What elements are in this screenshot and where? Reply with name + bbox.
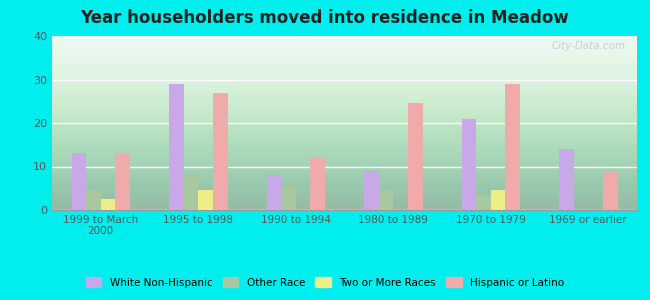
Bar (603, 171, 618, 210)
Legend: White Non-Hispanic, Other Race, Two or More Races, Hispanic or Latino: White Non-Hispanic, Other Race, Two or M… (81, 273, 569, 292)
Bar (311, 158, 325, 210)
Bar (281, 186, 296, 210)
Bar (198, 190, 213, 210)
Bar (476, 195, 491, 210)
Bar (116, 154, 130, 210)
Bar (491, 190, 506, 210)
Text: City-Data.com: City-Data.com (551, 41, 625, 51)
Bar (72, 154, 86, 210)
Bar (101, 199, 116, 210)
Bar (462, 119, 476, 210)
Bar (183, 175, 198, 210)
Bar (364, 171, 378, 210)
Bar (408, 103, 422, 210)
Bar (213, 93, 228, 210)
Bar (169, 84, 183, 210)
Bar (266, 175, 281, 210)
Bar (505, 84, 520, 210)
Text: Year householders moved into residence in Meadow: Year householders moved into residence i… (81, 9, 569, 27)
Bar (86, 190, 101, 210)
Bar (559, 149, 573, 210)
Bar (378, 190, 393, 210)
